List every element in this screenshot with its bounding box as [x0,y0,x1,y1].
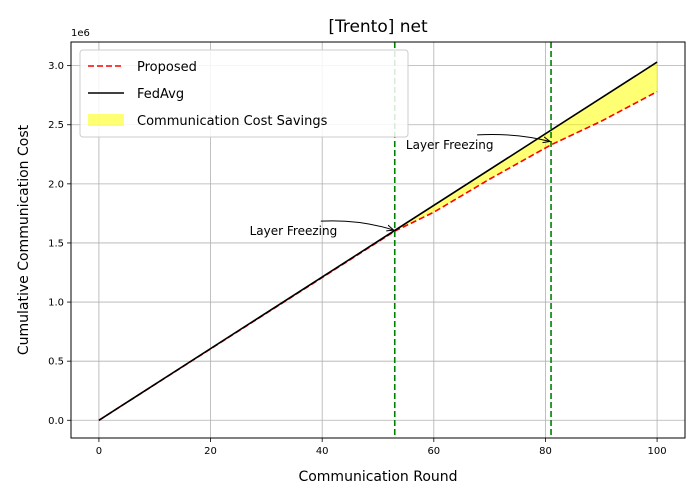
annotation-arrow [477,133,550,141]
legend-box [79,49,409,138]
y-tick-label: 0.0 [48,416,64,427]
legend: Proposed FedAvg Communication Cost Savings [79,49,409,138]
x-tick-label: 60 [427,446,440,457]
y-axis-title: Cumulative Communication Cost [16,124,32,355]
legend-label: FedAvg [137,87,184,102]
legend-swatch-savings [88,114,124,126]
x-tick-label: 40 [316,446,329,457]
legend-label: Communication Cost Savings [137,114,328,129]
x-tick-label: 20 [204,446,217,457]
annotations: Layer Freezing Layer Freezing [250,133,550,238]
y-tick-label: 2.0 [48,179,64,190]
y-tick-label: 1.0 [48,298,64,309]
x-tick-label: 100 [648,446,667,457]
x-axis-title: Communication Round [298,469,457,485]
y-tick-label: 2.5 [48,120,64,131]
x-tick-label: 0 [96,446,102,457]
legend-label: Proposed [137,60,197,75]
y-axis-offset-label: 1e6 [71,28,90,39]
x-tick-label: 80 [539,446,552,457]
chart-title: [Trento] net [328,17,428,37]
annotation-label: Layer Freezing [406,138,494,152]
y-tick-label: 3.0 [48,61,64,72]
annotation-label: Layer Freezing [250,224,338,238]
ticks: 0 20 40 60 80 100 0.0 0.5 1.0 1.5 2.0 2.5 3.0 [48,61,667,457]
annotation-arrow [320,220,394,230]
series-line-fedavg [98,61,658,421]
y-tick-label: 0.5 [48,357,64,368]
y-tick-label: 1.5 [48,238,64,249]
plot-frame [70,41,686,439]
